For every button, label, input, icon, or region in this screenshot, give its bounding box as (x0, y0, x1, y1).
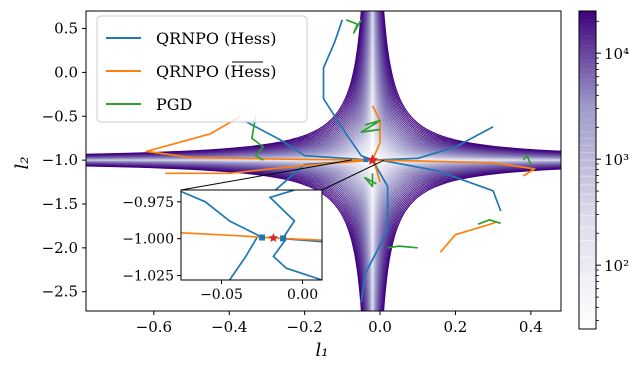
inset-y-tick-label: −1.000 (122, 232, 174, 248)
trajectory-qrnpo-hess-bar (372, 159, 536, 177)
y-tick-label: −2.0 (42, 239, 78, 257)
trajectory-qrnpo-hess (372, 126, 494, 161)
contour-line (383, 11, 561, 152)
trajectory-qrnpo-hess (322, 19, 373, 161)
inset-end-marker (259, 234, 266, 241)
colorbar-ticks: 10² 10³ 10⁴ (596, 20, 629, 322)
inset-y-tick-label: −0.975 (122, 195, 174, 211)
trajectory-qrnpo-hess (360, 159, 389, 303)
inset-frame (180, 189, 323, 281)
x-tick-label: −0.4 (211, 318, 247, 336)
contour-line (86, 11, 362, 155)
plot-frame (85, 10, 562, 312)
inset-x-tick-label: −0.05 (200, 287, 243, 303)
main-plot: −0.6 −0.4 −0.2 0.0 0.2 0.4 0.5 0.0 −0.5 −1.0 −1.5… (12, 10, 562, 361)
contour-lines (86, 11, 561, 311)
main-markers (363, 154, 379, 165)
trajectory-qrnpo-hess-bar (145, 115, 373, 161)
trajectory-pgd (522, 154, 532, 165)
colorbar-tick-label: 10⁴ (604, 45, 629, 63)
x-tick-label: −0.6 (136, 318, 172, 336)
colorbar-tick-label: 10² (604, 257, 629, 275)
trajectory-qrnpo-hess-bar (165, 159, 373, 175)
trajectory-pgd (387, 245, 418, 249)
y-tick-label: 0.0 (54, 63, 78, 81)
zoom-connector-lines (180, 159, 385, 191)
trajectory-qrnpo-hess (379, 159, 502, 212)
colorbar-gradient (579, 11, 596, 329)
end-marker (363, 157, 369, 163)
inset-y-tick-label: −1.025 (122, 269, 174, 285)
inset-trajectory (181, 190, 263, 238)
inset-y-axis-ticks: −0.975 −1.000 −1.025 (122, 195, 181, 285)
inset-end-marker (280, 235, 287, 242)
legend-label-qrnpo-hess: QRNPO (Hess) (156, 29, 276, 48)
inset-trajectory (228, 236, 258, 280)
colorbar-tick-label: 10³ (604, 151, 629, 169)
x-tick-label: 0.2 (444, 318, 468, 336)
minimum-star (366, 154, 379, 165)
inset-x-axis-ticks: −0.05 0.00 (200, 280, 318, 303)
y-tick-label: −2.5 (42, 283, 78, 301)
x-tick-label: 0.4 (519, 318, 543, 336)
legend-label-pgd: PGD (156, 95, 192, 114)
trajectory-pgd (360, 119, 381, 133)
legend-box (96, 15, 308, 123)
inset-x-tick-label: 0.00 (287, 287, 318, 303)
trajectory-pgd (251, 116, 265, 161)
inset-trajectory (272, 238, 322, 280)
trajectory-qrnpo-hess-bar (371, 105, 381, 161)
trajectory-pgd (477, 218, 501, 225)
colorbar: 10² 10³ 10⁴ (578, 10, 629, 330)
x-axis-ticks: −0.6 −0.4 −0.2 0.0 0.2 0.4 (136, 311, 543, 336)
trajectory-pgd (345, 19, 362, 34)
x-tick-label: 0.0 (368, 318, 392, 336)
inset-background (181, 190, 322, 280)
trajectory-pgd (364, 173, 377, 188)
y-axis-label: l₂ (12, 157, 33, 170)
inset-markers (259, 233, 287, 242)
inset-plot: −0.05 0.00 −0.975 −1.000 −1.025 (122, 189, 323, 303)
y-tick-label: −1.5 (42, 195, 78, 213)
contour-line (383, 168, 561, 311)
y-tick-label: 0.5 (54, 20, 78, 38)
y-tick-label: −1.0 (42, 151, 78, 169)
inset-minimum-star (268, 233, 279, 242)
trajectory-qrnpo-hess (243, 119, 373, 161)
inset-trajectory (268, 190, 296, 239)
inset-trajectory (181, 231, 322, 242)
x-axis-label: l₁ (316, 340, 329, 361)
y-tick-label: −0.5 (42, 107, 78, 125)
inset-trajectories (181, 190, 322, 280)
zoom-connector-right (321, 159, 385, 191)
legend-label-qrnpo-hess-bar: QRNPO (Hess) (156, 62, 276, 81)
zoom-connector-left (180, 159, 352, 191)
y-axis-ticks: 0.5 0.0 −0.5 −1.0 −1.5 −2.0 −2.5 (42, 20, 86, 301)
colorbar-frame (578, 10, 597, 330)
legend: QRNPO (Hess) QRNPO (Hess) PGD (96, 15, 308, 123)
x-tick-label: −0.2 (286, 318, 322, 336)
